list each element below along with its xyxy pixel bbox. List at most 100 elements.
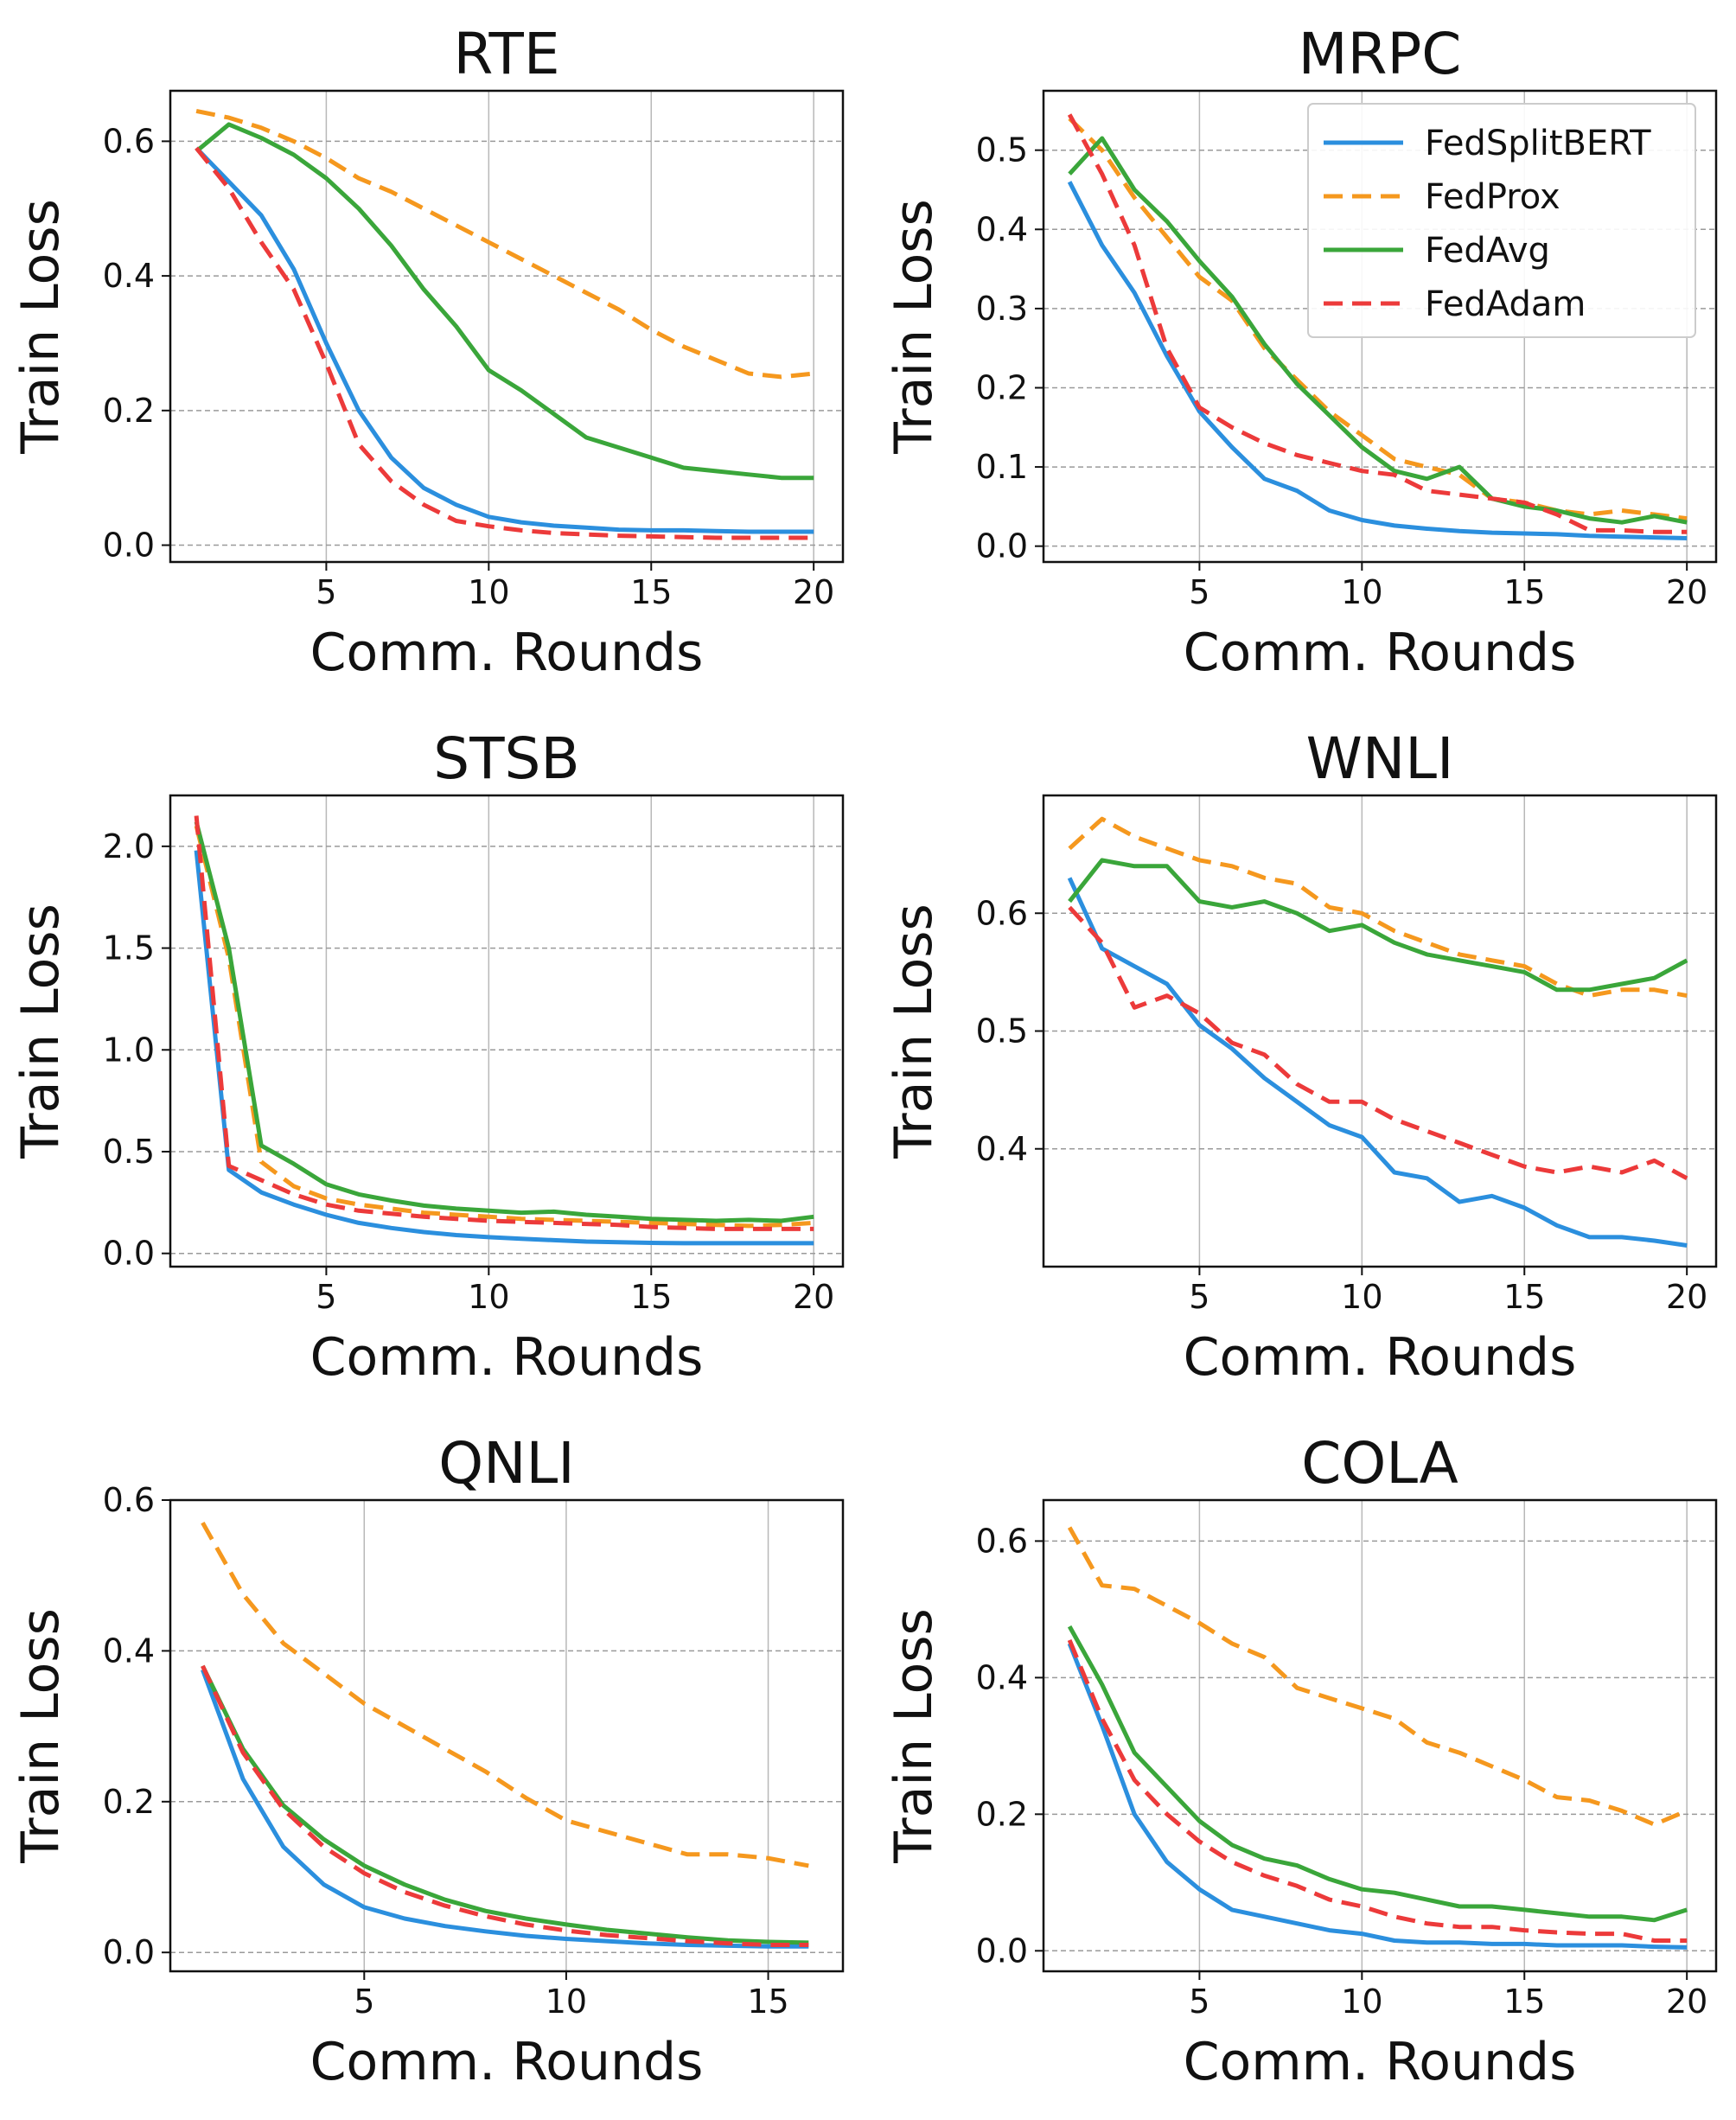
x-tick-label: 10 xyxy=(1341,573,1382,611)
series-line-fedsplitbert xyxy=(1067,1642,1688,1950)
y-tick-label: 0.2 xyxy=(103,392,155,430)
series-group xyxy=(194,815,814,1246)
y-tick-label: 0.0 xyxy=(103,527,155,565)
plot-frame xyxy=(169,1498,845,1973)
panel-4: 5 10 15 0.0 0.2 0.4 0.6 QNLI Comm. Rounds Train L… xyxy=(10,1430,845,2092)
x-tick-label: 5 xyxy=(316,1278,336,1316)
y-tick-label: 0.4 xyxy=(103,1632,155,1670)
y-tick-label: 0.5 xyxy=(103,1133,155,1171)
x-axis-label: Comm. Rounds xyxy=(1184,2032,1577,2092)
series-line-fedsplitbert xyxy=(201,1669,809,1949)
series-line-fedavg xyxy=(1067,1625,1688,1923)
legend-entry: FedAdam xyxy=(1425,284,1586,324)
x-tick-label: 5 xyxy=(316,573,336,611)
y-tick-label: 0.5 xyxy=(976,1012,1028,1050)
x-tick-label: 10 xyxy=(546,1983,587,2021)
chart-title: MRPC xyxy=(1299,21,1462,87)
legend-entry: FedProx xyxy=(1425,177,1560,217)
series-group xyxy=(1067,816,1688,1248)
series-group xyxy=(1067,1526,1688,1950)
y-tick-label: 0.1 xyxy=(976,448,1028,486)
x-tick-label: 20 xyxy=(1666,573,1707,611)
y-axis-label: Train Loss xyxy=(884,1608,944,1864)
x-tick-label: 20 xyxy=(793,573,834,611)
series-line-fedavg xyxy=(201,1664,809,1945)
y-tick-label: 0.6 xyxy=(103,1481,155,1519)
x-tick-label: 10 xyxy=(468,573,509,611)
series-line-fedadam xyxy=(1067,113,1688,534)
plot-frame xyxy=(169,794,845,1268)
x-tick-label: 15 xyxy=(630,1278,672,1316)
y-axis-label: Train Loss xyxy=(10,1608,71,1864)
y-tick-label: 0.0 xyxy=(976,1932,1028,1970)
panel-1: 5 10 15 20 0.0 0.1 0.2 0.3 0.4 0.5 MRPC Comm. Round… xyxy=(884,21,1718,683)
x-axis-label: Comm. Rounds xyxy=(1184,623,1577,683)
y-tick-label: 1.5 xyxy=(103,929,155,967)
x-tick-label: 15 xyxy=(630,573,672,611)
y-tick-label: 0.4 xyxy=(976,1130,1028,1168)
x-tick-label: 15 xyxy=(1503,1278,1545,1316)
series-line-fedsplitbert xyxy=(1067,877,1688,1248)
x-axis-label: Comm. Rounds xyxy=(1184,1327,1577,1388)
y-tick-label: 0.4 xyxy=(103,257,155,295)
series-line-fedsplitbert xyxy=(194,850,814,1246)
series-group xyxy=(201,1521,809,1949)
x-tick-label: 5 xyxy=(354,1983,374,2021)
y-tick-label: 0.0 xyxy=(103,1235,155,1273)
y-tick-label: 0.2 xyxy=(976,1795,1028,1833)
series-line-fedprox xyxy=(1068,816,1688,999)
y-axis-label: Train Loss xyxy=(10,904,71,1159)
x-axis-label: Comm. Rounds xyxy=(310,1327,704,1388)
y-axis-label: Train Loss xyxy=(884,199,944,455)
series-line-fedprox xyxy=(1068,117,1688,521)
series-line-fedadam xyxy=(201,1664,809,1947)
y-tick-label: 0.4 xyxy=(976,1658,1028,1696)
x-tick-label: 5 xyxy=(1189,1278,1209,1316)
chart-title: WNLI xyxy=(1306,725,1454,792)
legend-entry: FedSplitBERT xyxy=(1425,124,1651,163)
y-axis-label: Train Loss xyxy=(884,904,944,1159)
x-tick-label: 5 xyxy=(1189,573,1209,611)
x-tick-label: 20 xyxy=(1666,1983,1707,2021)
series-line-fedadam xyxy=(195,146,814,540)
plot-frame xyxy=(169,89,845,564)
series-line-fedsplitbert xyxy=(1067,181,1688,540)
series-line-fedadam xyxy=(194,815,814,1231)
x-tick-label: 20 xyxy=(793,1278,834,1316)
y-tick-label: 0.3 xyxy=(976,290,1028,328)
series-line-fedadam xyxy=(1067,1638,1688,1943)
x-axis-label: Comm. Rounds xyxy=(310,623,704,683)
x-tick-label: 15 xyxy=(1503,573,1545,611)
legend-entry: FedAvg xyxy=(1425,231,1550,271)
x-tick-label: 20 xyxy=(1666,1278,1707,1316)
chart-title: QNLI xyxy=(438,1430,575,1497)
plot-frame xyxy=(1042,89,1718,564)
series-line-fedprox xyxy=(1067,1526,1688,1827)
legend-box xyxy=(1307,103,1696,338)
series-group xyxy=(1067,113,1688,540)
y-tick-label: 0.2 xyxy=(103,1783,155,1821)
x-tick-label: 10 xyxy=(468,1278,509,1316)
series-line-fedavg xyxy=(194,821,814,1223)
series-group xyxy=(195,108,814,540)
x-tick-label: 15 xyxy=(747,1983,788,2021)
y-tick-label: 2.0 xyxy=(103,827,155,865)
panel-3: 5 10 15 20 0.4 0.5 0.6 WNLI Comm. Rounds Train Lo… xyxy=(884,725,1718,1388)
x-tick-label: 10 xyxy=(1341,1278,1382,1316)
y-tick-label: 1.0 xyxy=(103,1031,155,1069)
series-line-fedsplitbert xyxy=(195,146,814,534)
y-tick-label: 0.6 xyxy=(103,122,155,160)
x-tick-label: 15 xyxy=(1503,1983,1545,2021)
series-line-fedavg xyxy=(1068,858,1688,993)
panel-0: 5 10 15 20 0.0 0.2 0.4 0.6 RTE Comm. Rounds Train … xyxy=(10,21,845,683)
y-axis-label: Train Loss xyxy=(10,199,71,455)
panel-5: 5 10 15 20 0.0 0.2 0.4 0.6 COLA Comm. Rounds Train… xyxy=(884,1430,1718,2092)
y-tick-label: 0.0 xyxy=(103,1933,155,1971)
chart-title: STSB xyxy=(433,725,579,792)
y-tick-label: 0.6 xyxy=(976,894,1028,932)
chart-title: COLA xyxy=(1301,1430,1458,1497)
chart-title: RTE xyxy=(453,21,559,87)
x-tick-label: 5 xyxy=(1189,1983,1209,2021)
y-tick-label: 0.5 xyxy=(976,131,1028,169)
series-line-fedavg xyxy=(195,122,814,481)
